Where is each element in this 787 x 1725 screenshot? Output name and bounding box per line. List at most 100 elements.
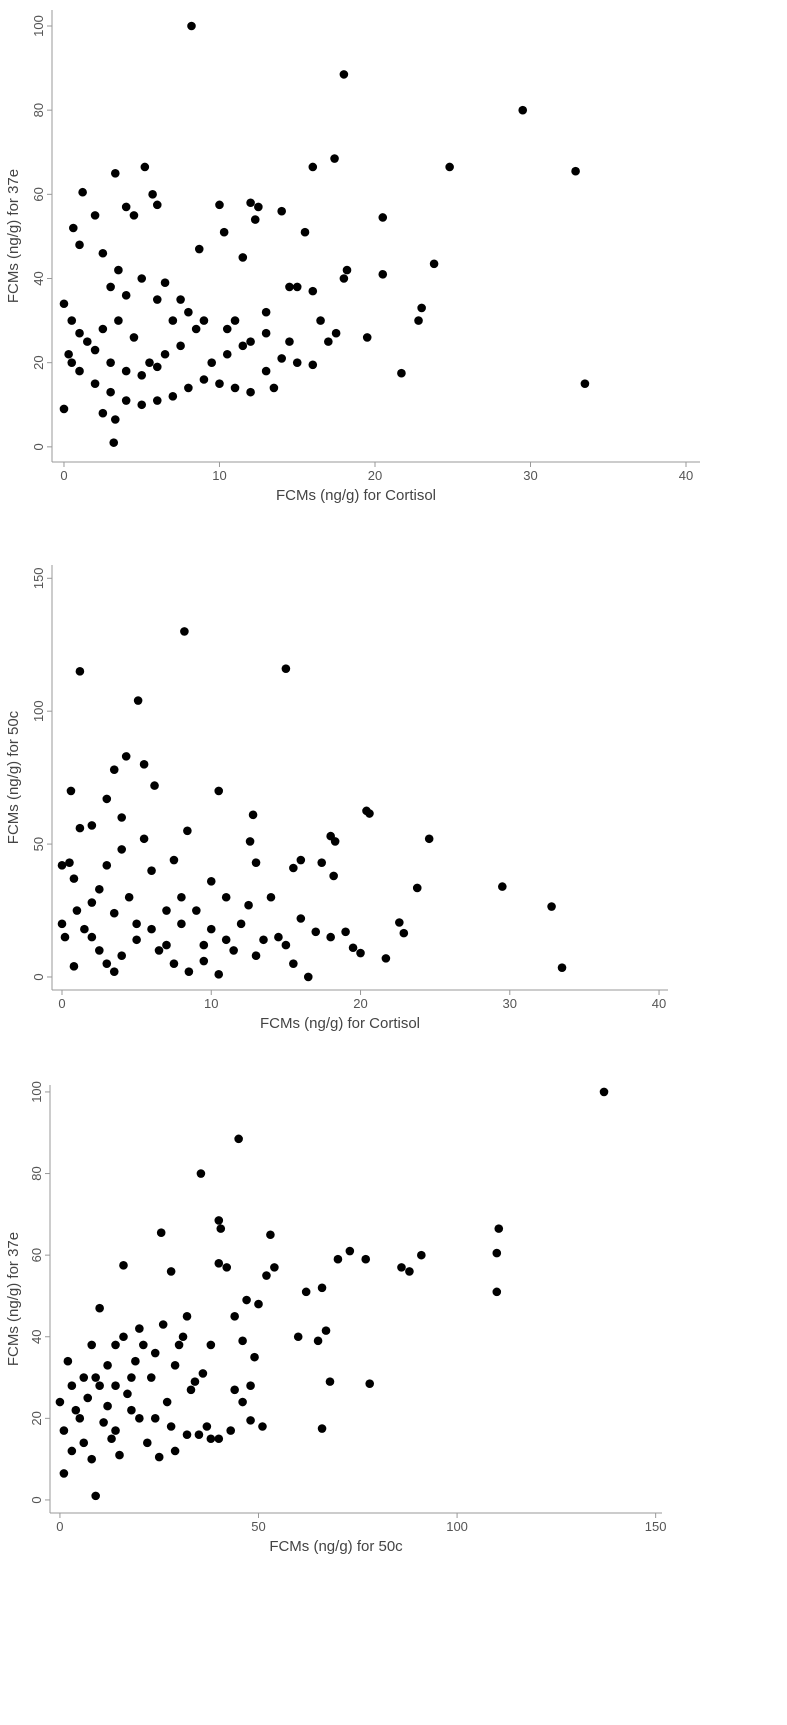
point <box>184 383 193 393</box>
point <box>109 908 119 918</box>
point <box>140 162 150 172</box>
y-tick-label: 100 <box>31 15 46 37</box>
point <box>246 198 255 208</box>
point <box>59 404 69 414</box>
point <box>152 362 162 372</box>
y-tick-label: 100 <box>29 1081 44 1103</box>
point <box>311 927 321 937</box>
point <box>296 855 306 865</box>
point <box>121 202 131 212</box>
point <box>187 21 196 31</box>
point <box>330 837 340 846</box>
y-axis-title: FCMs (ng/g) for 37e <box>5 169 22 303</box>
point <box>251 858 261 867</box>
point <box>63 1356 73 1366</box>
point <box>492 1248 502 1258</box>
point <box>75 366 84 376</box>
point <box>121 291 131 300</box>
point <box>162 906 171 915</box>
point <box>135 1324 144 1333</box>
point <box>293 1332 303 1342</box>
point <box>244 900 253 910</box>
y-tick-label: 40 <box>31 271 46 285</box>
point <box>261 366 271 376</box>
point <box>246 1416 255 1425</box>
point <box>166 1422 176 1431</box>
x-axis-title: FCMs (ng/g) for 50c <box>269 1538 403 1555</box>
point <box>331 328 341 338</box>
point <box>75 328 84 338</box>
point <box>95 1381 104 1391</box>
point <box>254 1299 263 1309</box>
point <box>150 781 159 790</box>
point <box>238 1397 247 1407</box>
point <box>303 972 313 982</box>
point <box>78 187 87 197</box>
point <box>162 1397 172 1407</box>
point <box>414 316 423 325</box>
point <box>102 861 112 870</box>
point <box>137 400 147 410</box>
point <box>117 813 127 822</box>
point <box>156 1228 166 1237</box>
point <box>98 324 108 334</box>
point <box>230 1385 239 1395</box>
point <box>186 1385 196 1395</box>
x-tick-label: 150 <box>645 1519 667 1534</box>
point <box>166 1267 176 1276</box>
point <box>230 383 240 393</box>
point <box>191 324 201 334</box>
point <box>261 307 271 317</box>
point <box>168 392 178 401</box>
point <box>170 1361 180 1370</box>
point <box>59 1469 69 1478</box>
point <box>109 967 119 976</box>
point <box>397 368 406 378</box>
x-axis-title: FCMs (ng/g) for Cortisol <box>276 487 436 504</box>
point <box>170 1446 180 1456</box>
point <box>238 1336 247 1346</box>
point <box>59 299 69 309</box>
point <box>124 892 134 902</box>
point <box>214 1258 224 1268</box>
point <box>67 358 77 367</box>
point <box>571 166 580 176</box>
point <box>296 914 306 923</box>
point <box>184 967 194 976</box>
point <box>339 70 349 79</box>
point <box>139 1340 148 1350</box>
point <box>317 858 327 867</box>
point <box>79 1438 89 1448</box>
point <box>270 1263 279 1272</box>
point <box>378 213 388 222</box>
point <box>152 200 162 210</box>
point <box>71 1405 81 1415</box>
point <box>150 1414 160 1423</box>
point <box>103 1361 112 1370</box>
point <box>308 360 318 370</box>
point <box>222 349 232 359</box>
point <box>160 349 170 359</box>
point <box>137 371 147 380</box>
x-tick-label: 50 <box>251 1519 265 1534</box>
point <box>109 765 119 774</box>
point <box>177 919 186 929</box>
y-tick-label: 0 <box>31 973 46 980</box>
point <box>317 1424 327 1433</box>
point <box>158 1320 168 1329</box>
point <box>365 809 374 818</box>
point <box>178 1332 188 1342</box>
point <box>230 1312 239 1321</box>
point <box>214 1434 224 1444</box>
point <box>111 1381 120 1391</box>
point <box>242 1295 251 1305</box>
point <box>300 227 310 237</box>
point <box>339 274 349 283</box>
point <box>69 223 78 233</box>
point <box>95 884 104 894</box>
point <box>289 863 298 873</box>
x-tick-label: 20 <box>353 996 367 1011</box>
point <box>365 1379 375 1388</box>
point <box>194 244 204 254</box>
